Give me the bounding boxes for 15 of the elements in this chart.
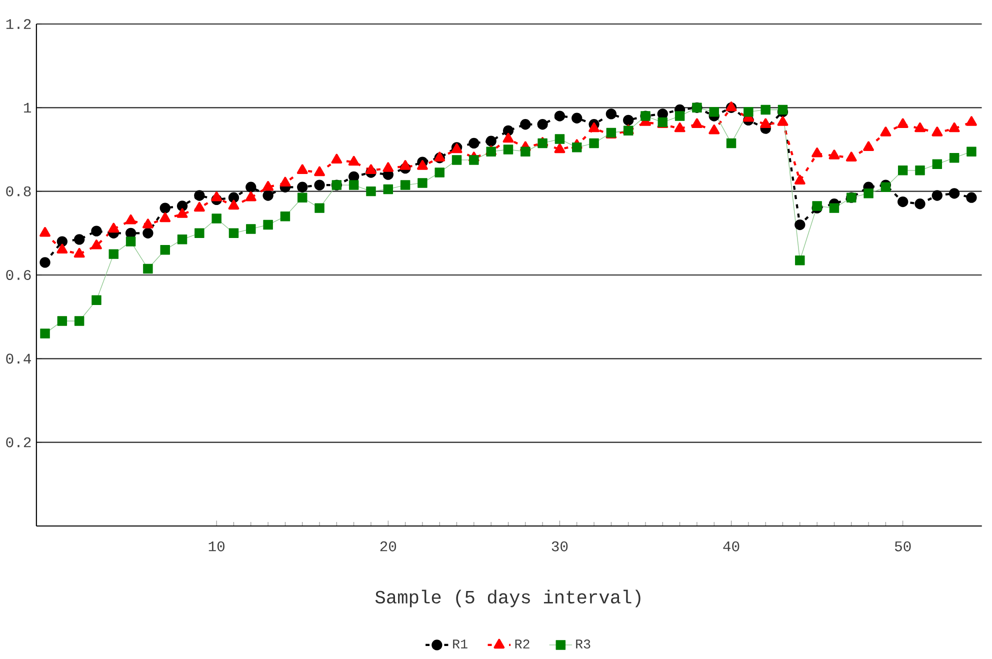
x-tick-label: 20 — [380, 541, 396, 552]
x-tick-label: 10 — [208, 541, 224, 552]
x-tick-label: 50 — [894, 541, 911, 552]
legend-label: R3 — [576, 640, 590, 649]
legend-label: R2 — [515, 640, 530, 648]
y-tick-label: 0.2 — [6, 437, 31, 448]
y-tick-label: 0.8 — [6, 186, 31, 196]
y-tick-label: 0.4 — [6, 354, 31, 364]
legend-label: R1 — [453, 640, 468, 648]
x-axis-title: Sample (5 days interval) — [375, 590, 640, 608]
x-tick-label: 30 — [552, 541, 568, 552]
x-tick-label: 40 — [723, 541, 740, 552]
y-tick-label: 1.2 — [6, 19, 31, 29]
y-tick-label: 0.6 — [6, 270, 31, 280]
y-tick-label: 1 — [24, 102, 32, 112]
